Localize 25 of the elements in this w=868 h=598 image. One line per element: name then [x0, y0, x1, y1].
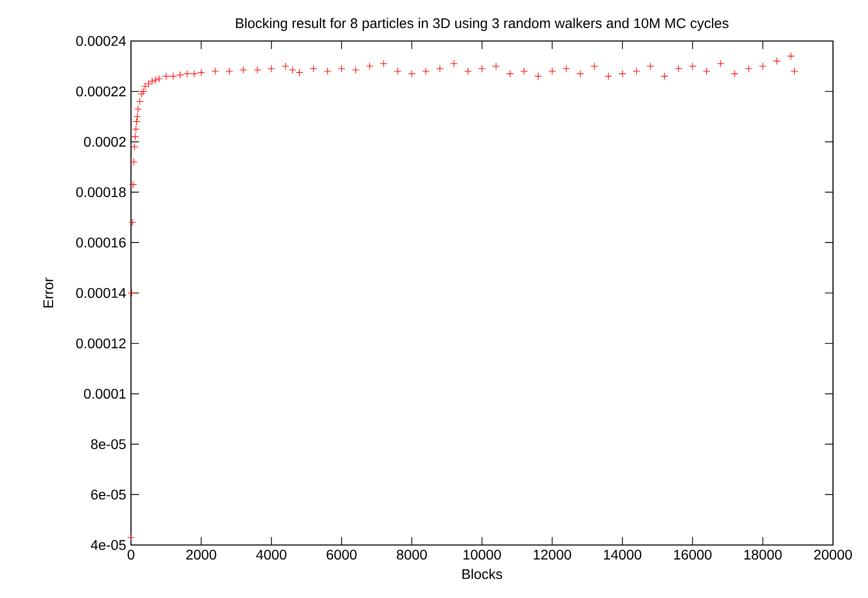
x-tick-label: 14000	[604, 550, 642, 560]
y-tick-label: 8e-05	[91, 439, 126, 450]
y-tick-label: 0.0002	[84, 136, 126, 147]
x-tick-label: 8000	[396, 550, 427, 560]
y-axis-title: Error	[43, 278, 54, 308]
x-tick-label: 4000	[256, 550, 286, 560]
y-tick-label: 0.00024	[76, 36, 126, 46]
x-axis-title: Blocks	[462, 568, 502, 580]
y-tick-label: 0.0001	[84, 388, 126, 399]
y-tick-label: 0.00018	[76, 187, 126, 198]
x-tick-label: 18000	[744, 550, 782, 560]
y-tick-label: 0.00016	[76, 238, 126, 248]
x-tick-label: 0	[128, 550, 134, 560]
x-tick-label: 16000	[674, 550, 712, 560]
x-tick-label: 10000	[464, 550, 501, 560]
x-tick-label: 12000	[534, 550, 572, 560]
y-tick-label: 0.00022	[76, 86, 126, 96]
y-tick-label: 0.00012	[76, 338, 126, 348]
x-tick-label: 20000	[814, 550, 852, 560]
y-tick-label: 0.00014	[76, 288, 126, 298]
x-tick-label: 2000	[186, 550, 216, 560]
x-tick-label: 6000	[326, 550, 357, 560]
chart-title: Blocking result for 8 particles in 3D using 3 random walkers and 10M MC cycles	[236, 18, 728, 31]
y-tick-label: 6e-05	[91, 490, 126, 500]
y-tick-label: 4e-05	[90, 540, 126, 550]
